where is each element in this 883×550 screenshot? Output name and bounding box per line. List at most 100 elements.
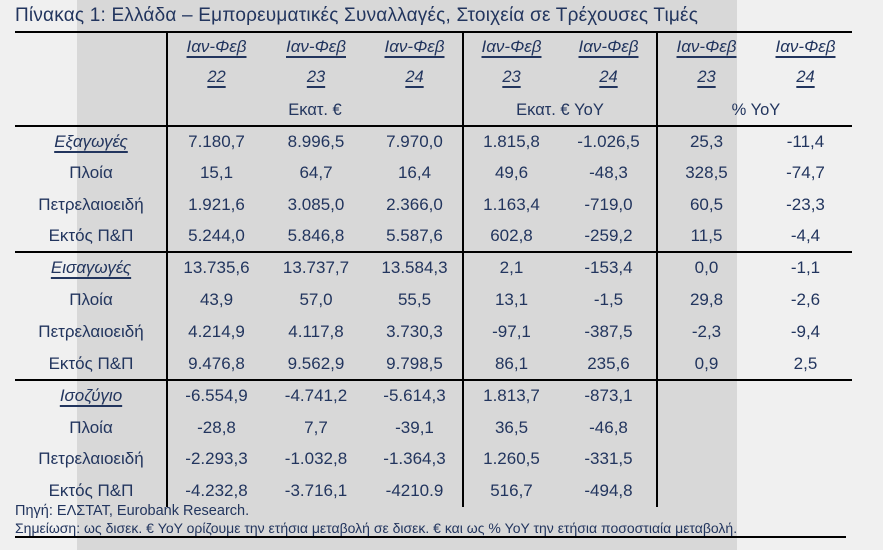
imports-bottom-rule [15,379,852,381]
table-cell: 25,3 [689,131,724,151]
table-block: Εισαγωγές 13.735,6 13.737,7 13.584,3 2,1 -153… [15,252,855,380]
header-spacer [15,61,167,94]
table-cell: -494,8 [584,481,633,501]
header-year-label: 23 [306,68,326,86]
table-cell: 49,6 [494,163,529,183]
table-cell: -6.554,9 [185,385,248,405]
table-cell [756,444,855,476]
table-cell: 60,5 [689,194,724,214]
table-cell: -3.716,1 [284,481,348,501]
row-label: Πετρελαιοειδή [38,322,144,341]
table-cell: 13.737,7 [282,258,350,277]
table-cell: 516,7 [490,481,533,501]
table-cell: -2,3 [691,322,722,341]
row-label: Ισοζύγιο [59,385,123,405]
table-cell: 235,6 [587,354,630,373]
row-label: Πλοία [69,417,113,437]
table-cell: -5.614,3 [383,385,446,405]
table-cell [657,412,756,444]
table-cell: -74,7 [786,163,825,183]
table-cell: 2,5 [793,354,818,373]
table-cell: -2,6 [790,290,821,309]
table-cell: -1,5 [593,290,624,309]
table-cell: 3.085,0 [287,194,345,214]
table-cell: -1.032,8 [284,449,348,469]
table-cell: 2,1 [499,258,524,277]
table-cell: -23,3 [786,194,825,214]
header-spacer [15,94,167,126]
row-label: Εισαγωγές [50,258,132,277]
table-cell: 36,5 [494,417,529,437]
column-divider-labels [166,33,168,507]
table-cell: 9.562,9 [287,354,345,373]
row-label: Πλοία [69,163,113,183]
table-cell: 13.584,3 [381,258,448,277]
table-cell: 602,8 [490,226,533,246]
note-underline [15,536,846,538]
header-period-label: Ιαν-Φεβ [481,37,542,56]
table-cell [756,380,855,412]
table-cell: 3.730,3 [386,322,443,341]
header-spacer [15,33,167,61]
table-cell: -4,4 [790,226,821,246]
row-label: Εξαγωγές [54,131,128,151]
table-cell: -873,1 [584,385,633,405]
table-cell [657,475,756,507]
table-cell: -331,5 [584,449,633,469]
table-cell: 5.244,0 [188,226,245,246]
table-cell [756,412,855,444]
table-cell: -97,1 [492,322,531,341]
header-unit-label: % YoY [731,100,781,119]
header-year-label: 24 [796,68,815,86]
table-title: Πίνακας 1: Ελλάδα – Εμπορευματικές Συναλ… [15,5,699,26]
table-cell: 16,4 [397,163,432,183]
table-cell: 64,7 [299,163,333,183]
table-cell: -4.232,8 [185,481,248,501]
definition-note: Σημείωση: ως δισεκ. € YoY ορίζουμε την ε… [15,520,738,536]
table-cell: 15,1 [199,163,234,183]
table-cell: 9.798,5 [386,354,443,373]
table-cell: -1.026,5 [577,131,640,151]
table-cell: -39,1 [395,417,434,437]
row-label: Εκτός Π&Π [48,354,134,373]
table-cell: -387,5 [584,322,633,341]
table-cell: 1.163,4 [483,194,540,214]
header-unit-label: Εκατ. € YoY [516,100,604,119]
header-bottom-rule [15,125,852,127]
header-period-label: Ιαν-Φεβ [578,37,639,56]
table-block: Εξαγωγές 7.180,7 8.996,5 7.970,0 1.815,8 -1.0… [15,126,855,252]
table-header: Ιαν-Φεβ Ιαν-Φεβ Ιαν-Φεβ Ιαν-Φεβ Ιαν-Φεβ Ιαν-Φ… [15,33,855,126]
row-label: Πετρελαιοειδή [38,194,144,214]
table-cell: 13,1 [494,290,529,309]
table-cell: 7,7 [304,417,328,437]
table-cell: 0,9 [694,354,719,373]
table-cell: -1,1 [790,258,821,277]
source-note: Πηγή: ΕΛΣΤΑΤ, Eurobank Research. [15,503,250,519]
header-period-label: Ιαν-Φεβ [384,37,445,56]
row-label: Εκτός Π&Π [48,226,134,246]
table-cell: 328,5 [685,163,728,183]
table-cell: -719,0 [584,194,633,214]
row-label: Πλοία [69,290,113,309]
table-cell: 5.846,8 [287,226,345,246]
table-cell: 1.260,5 [483,449,540,469]
table-cell: 43,9 [199,290,234,309]
table-block: Ισοζύγιο -6.554,9 -4.741,2 -5.614,3 1.813,7 -… [15,380,855,507]
table-cell: -46,8 [589,417,628,437]
table-cell: 13.735,6 [183,258,250,277]
table-cell: -9,4 [790,322,821,341]
table-cell: 5.587,6 [386,226,443,246]
table-cell: 4.214,9 [188,322,245,341]
header-year-label: 23 [697,68,716,86]
trade-table: Ιαν-Φεβ Ιαν-Φεβ Ιαν-Φεβ Ιαν-Φεβ Ιαν-Φεβ Ιαν-Φ… [15,33,855,507]
table-cell: 29,8 [689,290,724,309]
table-cell: 4.117,8 [288,322,344,341]
table-cell [657,444,756,476]
table-cell: -28,8 [197,417,236,437]
table-cell: 2.366,0 [386,194,443,214]
table-cell: -11,4 [786,131,825,151]
column-divider-eur [462,33,464,507]
table-cell: 0,0 [694,258,719,277]
header-year-label: 24 [599,68,618,86]
